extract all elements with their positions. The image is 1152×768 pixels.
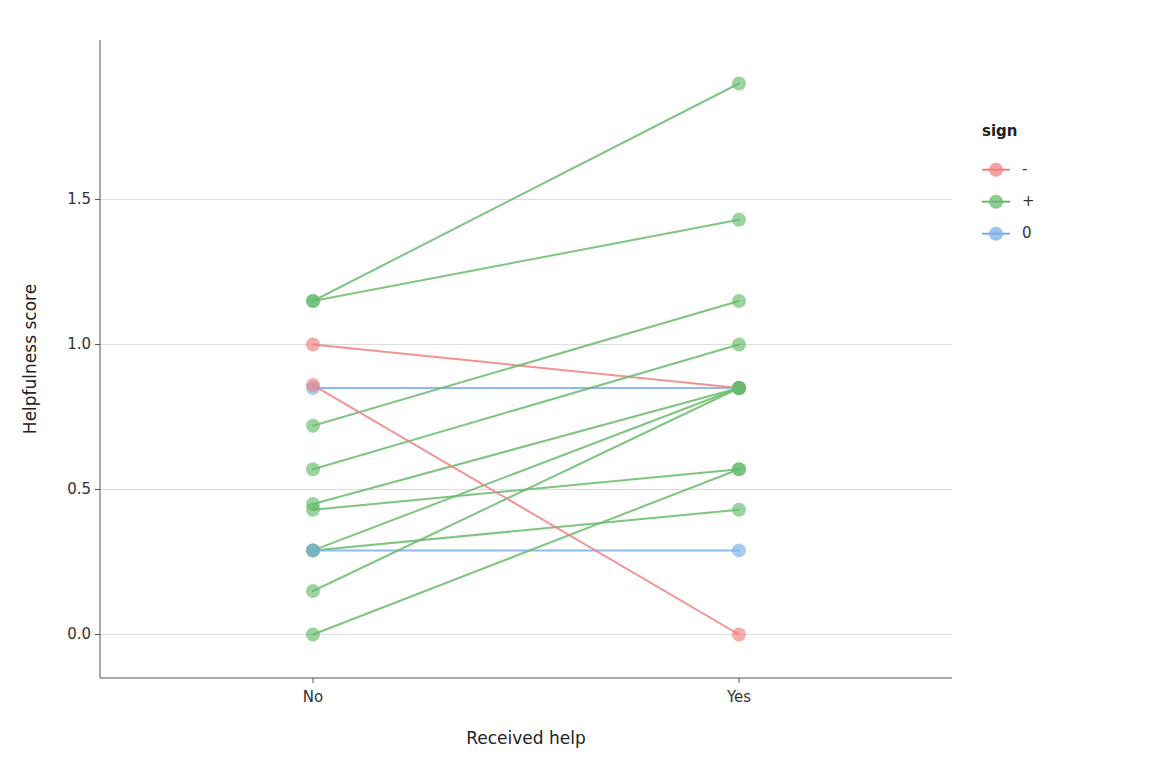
- slope-line: [313, 469, 739, 634]
- tick-label: Yes: [726, 688, 751, 706]
- x-axis-line: [100, 678, 952, 679]
- chart: 0.0 0.5 1.0 1.5 No Yes Received help Helpfulnes…: [0, 0, 1152, 768]
- point: [732, 381, 746, 395]
- tick-label: 0.5: [67, 480, 91, 498]
- slope-line: [313, 387, 739, 389]
- tick-mark: [95, 199, 100, 200]
- slope-line: [313, 385, 739, 634]
- point: [732, 503, 746, 517]
- legend-label: +: [1022, 192, 1035, 210]
- point: [306, 628, 320, 642]
- point: [732, 543, 746, 557]
- legend-swatch: [989, 195, 1003, 209]
- point: [732, 381, 746, 395]
- point: [306, 543, 320, 557]
- legend-swatch: [989, 163, 1003, 177]
- slope-line: [313, 388, 739, 550]
- y-axis-title: Helpfulness score: [20, 284, 40, 434]
- plot-area: [306, 77, 746, 642]
- point: [732, 294, 746, 308]
- grid-line: [100, 199, 952, 200]
- point: [732, 381, 746, 395]
- point: [306, 543, 320, 557]
- point: [732, 77, 746, 91]
- point: [732, 462, 746, 476]
- point: [306, 543, 320, 557]
- legend-label: -: [1022, 160, 1027, 178]
- x-axis-title: Received help: [466, 728, 586, 748]
- point: [732, 338, 746, 352]
- slope-line: [313, 220, 739, 301]
- tick-label: 0.0: [67, 625, 91, 643]
- point: [732, 628, 746, 642]
- slope-line: [313, 388, 739, 504]
- tick-mark: [739, 678, 740, 683]
- slope-line: [313, 84, 739, 302]
- point: [732, 462, 746, 476]
- point: [306, 419, 320, 433]
- point: [306, 338, 320, 352]
- tick-mark: [95, 634, 100, 635]
- tick-label: 1.0: [67, 335, 91, 353]
- legend-swatch: [989, 227, 1003, 241]
- point: [732, 213, 746, 227]
- point: [306, 294, 320, 308]
- y-axis-line: [100, 40, 101, 678]
- slope-line: [313, 345, 739, 389]
- point: [732, 381, 746, 395]
- slope-line: [313, 345, 739, 470]
- slope-line: [313, 510, 739, 551]
- grid-line: [100, 344, 952, 345]
- grid-line: [100, 634, 952, 635]
- legend: sign - +0: [982, 122, 1035, 243]
- slope-line: [313, 388, 739, 591]
- point: [306, 584, 320, 598]
- point: [306, 294, 320, 308]
- tick-label: 1.5: [67, 190, 91, 208]
- point: [306, 462, 320, 476]
- tick-mark: [95, 344, 100, 345]
- tick-mark: [313, 678, 314, 683]
- tick-label: No: [303, 688, 323, 706]
- point: [732, 381, 746, 395]
- legend-label: 0: [1022, 224, 1032, 242]
- legend-title: sign: [982, 122, 1018, 140]
- point: [306, 503, 320, 517]
- tick-mark: [95, 489, 100, 490]
- point: [306, 378, 320, 392]
